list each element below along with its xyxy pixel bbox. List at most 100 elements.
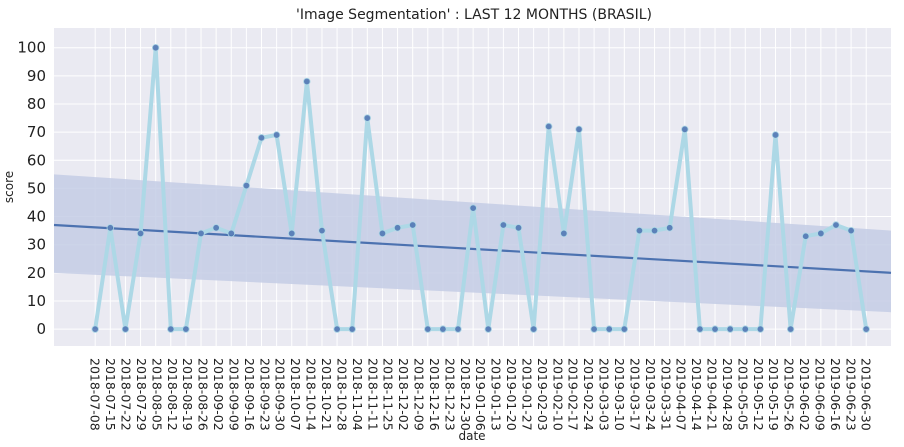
data-point [378,229,387,238]
data-point [635,226,644,235]
data-point [106,224,115,232]
confidence-band [54,174,891,313]
data-point [681,125,689,134]
data-point [696,325,704,333]
y-tick-label: 100 [17,39,46,57]
x-tick-label: 2019-01-06 [473,358,488,431]
data-point [288,229,296,238]
x-tick-label: 2019-03-10 [612,358,627,431]
x-tick-label: 2019-06-09 [813,358,828,431]
x-tick-label: 2018-12-30 [458,358,473,431]
y-axis-label: score [2,171,16,203]
x-tick-label: 2019-06-23 [843,358,858,431]
data-point [771,131,780,139]
data-point [832,221,840,229]
x-tick-label: 2018-12-16 [427,358,442,431]
data-point [227,229,235,238]
x-tick-label: 2018-08-19 [180,358,195,431]
data-point [786,325,795,333]
x-tick-label: 2019-01-13 [489,358,504,431]
data-point [802,232,810,240]
x-tick-label: 2018-07-29 [134,358,149,431]
data-points [91,43,870,333]
data-point [756,325,765,333]
data-point [303,77,311,86]
data-point [484,325,492,333]
x-tick-label: 2018-09-02 [211,358,226,431]
x-tick-label: 2019-03-31 [658,358,673,431]
x-axis-label: date [458,429,485,443]
y-tick-label: 90 [27,67,46,85]
y-tick-label: 10 [27,292,46,310]
y-tick-label: 40 [27,208,46,226]
data-point [711,325,719,333]
x-tick-label: 2018-09-30 [273,358,288,431]
x-tick-label: 2019-01-20 [504,358,519,431]
x-tick-label: 2018-07-08 [88,358,103,431]
x-tick-label: 2018-10-28 [334,358,349,431]
data-point [136,229,145,238]
data-point [333,325,341,333]
data-point [665,224,674,232]
regression-line [53,223,892,274]
x-tick-label: 2018-11-11 [365,358,380,431]
data-point [650,226,659,235]
x-tick-labels: 2018-07-08 2018-07-15 2018-07-22 2018-07-29… [88,358,874,431]
x-tick-label: 2018-10-21 [319,358,334,431]
data-point [529,325,538,333]
data-point [499,221,508,229]
data-point [847,226,855,235]
x-tick-label: 2018-08-05 [149,358,164,431]
x-tick-label: 2019-02-10 [550,358,565,431]
y-tick-label: 20 [27,264,46,282]
data-point [862,325,870,333]
x-tick-label: 2019-03-17 [627,358,642,431]
x-tick-label: 2018-11-04 [350,358,365,431]
x-tick-label: 2019-05-19 [766,358,781,431]
data-point [424,325,432,333]
data-point [575,125,583,134]
x-tick-label: 2018-09-16 [242,358,257,431]
x-tick-label: 2019-06-02 [797,358,812,431]
chart-title: 'Image Segmentation' : LAST 12 MONTHS (B… [296,7,652,23]
x-tick-label: 2019-04-21 [705,358,720,431]
y-tick-label: 60 [27,151,46,169]
data-point [817,229,825,238]
data-point [242,181,251,190]
data-point [167,325,175,333]
data-point [605,325,613,333]
data-point [91,325,99,333]
data-point [318,226,326,235]
data-point [741,325,749,333]
data-point [393,224,402,232]
data-point [151,43,160,52]
data-point [469,204,477,212]
series-line [93,45,869,332]
y-tick-label: 0 [36,320,46,338]
data-point [439,325,447,333]
x-tick-label: 2019-05-26 [782,358,797,431]
x-tick-label: 2018-07-22 [119,358,134,431]
x-tick-label: 2018-07-15 [103,358,118,431]
x-tick-label: 2018-10-07 [288,358,303,431]
x-tick-label: 2019-02-17 [566,358,581,431]
x-tick-label: 2018-09-09 [227,358,242,431]
x-tick-label: 2019-01-27 [520,358,535,431]
data-point [182,325,190,333]
data-point [408,221,417,229]
data-point [212,224,220,232]
x-tick-label: 2018-08-26 [196,358,211,431]
data-point [514,224,523,232]
data-point [560,229,568,238]
data-point [590,325,598,333]
x-tick-label: 2019-03-03 [597,358,612,431]
data-point [726,325,734,333]
x-tick-label: 2019-06-16 [828,358,843,431]
x-tick-label: 2019-06-30 [859,358,874,431]
x-tick-label: 2018-12-23 [442,358,457,431]
x-tick-label: 2018-12-09 [412,358,427,431]
x-tick-label: 2018-08-12 [165,358,180,431]
x-tick-label: 2019-04-28 [720,358,735,431]
data-point [272,131,281,139]
